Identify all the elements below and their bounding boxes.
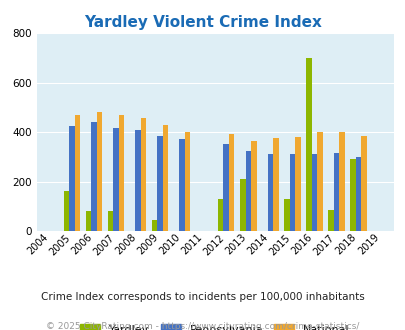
Text: Yardley Violent Crime Index: Yardley Violent Crime Index bbox=[84, 15, 321, 30]
Bar bbox=[141, 118, 146, 231]
Bar bbox=[228, 135, 234, 231]
Bar bbox=[151, 220, 157, 231]
Bar bbox=[162, 125, 168, 231]
Legend: Yardley, Pennsylvania, National: Yardley, Pennsylvania, National bbox=[76, 320, 354, 330]
Bar bbox=[85, 211, 91, 231]
Bar bbox=[69, 126, 75, 231]
Bar bbox=[96, 112, 102, 231]
Bar bbox=[294, 137, 300, 231]
Bar bbox=[118, 115, 124, 231]
Text: © 2025 CityRating.com - https://www.cityrating.com/crime-statistics/: © 2025 CityRating.com - https://www.city… bbox=[46, 322, 359, 330]
Bar bbox=[284, 199, 289, 231]
Bar bbox=[250, 141, 256, 231]
Bar bbox=[179, 139, 184, 231]
Bar bbox=[305, 58, 311, 231]
Bar bbox=[223, 145, 228, 231]
Bar bbox=[64, 191, 69, 231]
Bar bbox=[316, 132, 322, 231]
Bar bbox=[75, 115, 80, 231]
Bar bbox=[339, 132, 344, 231]
Bar bbox=[107, 211, 113, 231]
Bar bbox=[135, 130, 141, 231]
Bar bbox=[239, 179, 245, 231]
Bar bbox=[355, 157, 360, 231]
Bar bbox=[360, 136, 366, 231]
Bar bbox=[333, 153, 339, 231]
Bar bbox=[91, 122, 96, 231]
Text: Crime Index corresponds to incidents per 100,000 inhabitants: Crime Index corresponds to incidents per… bbox=[41, 292, 364, 302]
Bar bbox=[245, 150, 250, 231]
Bar bbox=[289, 154, 294, 231]
Bar bbox=[267, 154, 273, 231]
Bar bbox=[311, 154, 316, 231]
Bar bbox=[113, 128, 118, 231]
Bar bbox=[217, 199, 223, 231]
Bar bbox=[184, 132, 190, 231]
Bar bbox=[327, 210, 333, 231]
Bar bbox=[350, 159, 355, 231]
Bar bbox=[157, 136, 162, 231]
Bar bbox=[273, 138, 278, 231]
